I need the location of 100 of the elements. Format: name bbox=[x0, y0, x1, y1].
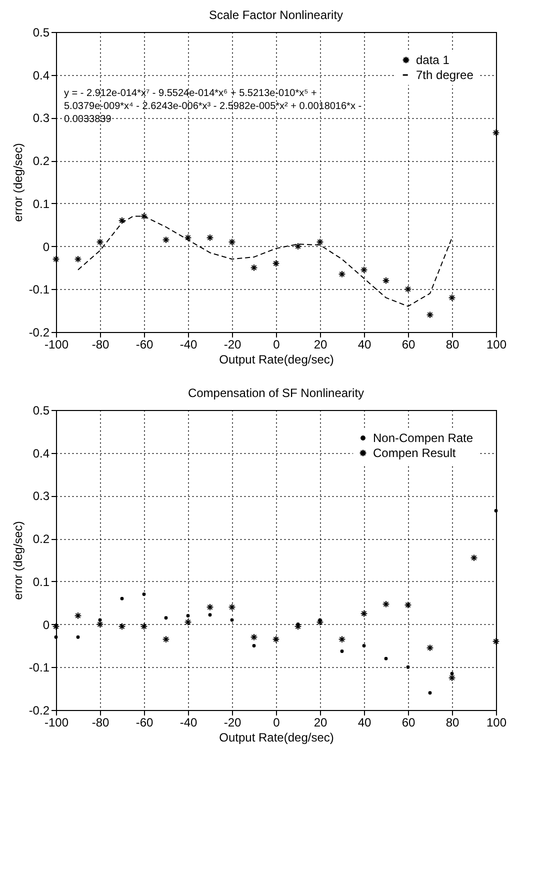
x-tick-label: 100 bbox=[486, 716, 507, 730]
x-tick-label: 0 bbox=[273, 338, 280, 352]
point bbox=[494, 508, 498, 512]
point bbox=[118, 216, 126, 224]
point bbox=[492, 129, 500, 136]
point bbox=[228, 603, 236, 611]
point bbox=[164, 616, 168, 620]
point bbox=[360, 266, 368, 274]
point bbox=[338, 270, 346, 278]
point bbox=[492, 638, 500, 646]
point bbox=[120, 596, 124, 600]
y-tick-label: 0.1 bbox=[32, 574, 50, 589]
point bbox=[294, 242, 302, 250]
x-tick-label: -80 bbox=[92, 338, 110, 352]
point bbox=[470, 554, 478, 562]
point bbox=[52, 255, 60, 263]
x-tick-label: 80 bbox=[446, 338, 460, 352]
x-tick-label: 80 bbox=[446, 716, 460, 730]
point bbox=[140, 622, 148, 630]
point bbox=[206, 603, 214, 611]
point bbox=[360, 610, 368, 618]
point bbox=[428, 691, 432, 695]
point bbox=[362, 644, 366, 648]
point bbox=[448, 294, 456, 302]
y-tick-label: 0.3 bbox=[32, 489, 50, 504]
point bbox=[252, 644, 256, 648]
point bbox=[184, 618, 192, 626]
y-tick-label: 0.2 bbox=[32, 154, 50, 168]
y-tick-label: -0.1 bbox=[28, 660, 50, 675]
point bbox=[228, 238, 236, 246]
point bbox=[140, 212, 148, 220]
point bbox=[426, 644, 434, 652]
y-tick-label: -0.2 bbox=[28, 326, 50, 340]
point bbox=[118, 622, 126, 630]
legend-label: 7th degree bbox=[416, 68, 474, 82]
point bbox=[76, 635, 80, 639]
x-tick-label: 100 bbox=[486, 338, 507, 352]
point bbox=[338, 636, 346, 643]
point bbox=[272, 260, 280, 268]
y-tick-label: 0.4 bbox=[32, 446, 50, 460]
point bbox=[206, 234, 214, 242]
point bbox=[406, 665, 410, 669]
y-tick-label: 0 bbox=[42, 618, 50, 632]
point bbox=[404, 285, 412, 293]
x-tick-label: 60 bbox=[402, 716, 416, 730]
point bbox=[96, 620, 104, 628]
point bbox=[448, 674, 456, 682]
point bbox=[186, 614, 190, 618]
y-tick-label: -0.2 bbox=[28, 704, 50, 718]
point bbox=[142, 592, 146, 596]
x-tick-label: -60 bbox=[136, 338, 154, 352]
x-tick-label: 40 bbox=[358, 716, 372, 730]
y-tick-label: -0.1 bbox=[28, 282, 50, 297]
point bbox=[294, 622, 302, 630]
x-axis-title: Output Rate(deg/sec) bbox=[219, 352, 334, 366]
point bbox=[230, 618, 234, 622]
chart-title: Scale Factor Nonlinearity bbox=[208, 8, 344, 22]
y-tick-label: 0 bbox=[42, 240, 50, 254]
point bbox=[162, 636, 170, 643]
x-tick-label: 40 bbox=[358, 338, 372, 352]
point bbox=[184, 234, 192, 242]
y-tick-label: 0.5 bbox=[32, 404, 50, 418]
point bbox=[316, 238, 324, 246]
x-tick-label: -100 bbox=[44, 716, 69, 730]
point bbox=[382, 276, 390, 284]
point bbox=[74, 255, 82, 263]
legend-label: Compen Result bbox=[373, 446, 456, 460]
point bbox=[250, 264, 258, 272]
x-tick-label: 20 bbox=[314, 716, 328, 730]
point bbox=[162, 236, 170, 244]
x-tick-label: -40 bbox=[180, 716, 198, 730]
point bbox=[54, 635, 58, 639]
chart-title: Compensation of SF Nonlinearity bbox=[188, 386, 364, 400]
y-axis-title: error (deg/sec) bbox=[10, 143, 25, 222]
y-tick-label: 0.4 bbox=[32, 68, 50, 82]
x-tick-label: -80 bbox=[92, 716, 110, 730]
y-tick-label: 0.1 bbox=[32, 196, 50, 211]
point bbox=[426, 311, 434, 319]
point bbox=[384, 656, 388, 660]
point bbox=[52, 622, 60, 630]
x-tick-label: -40 bbox=[180, 338, 198, 352]
legend-label: data 1 bbox=[416, 53, 450, 67]
point bbox=[208, 613, 212, 617]
y-tick-label: 0.5 bbox=[32, 26, 50, 40]
point bbox=[250, 633, 258, 641]
x-tick-label: 20 bbox=[314, 338, 328, 352]
x-tick-label: -20 bbox=[224, 716, 242, 730]
x-tick-label: 60 bbox=[402, 338, 416, 352]
point bbox=[74, 612, 82, 620]
point bbox=[96, 238, 104, 246]
y-axis-title: error (deg/sec) bbox=[10, 521, 25, 600]
x-tick-label: -60 bbox=[136, 716, 154, 730]
y-tick-label: 0.2 bbox=[32, 532, 50, 546]
x-tick-label: -20 bbox=[224, 338, 242, 352]
x-axis-title: Output Rate(deg/sec) bbox=[219, 730, 334, 744]
point bbox=[340, 650, 344, 654]
x-tick-label: 0 bbox=[273, 716, 280, 730]
x-tick-label: -100 bbox=[44, 338, 69, 352]
point bbox=[404, 601, 412, 609]
legend-label: Non-Compen Rate bbox=[373, 431, 474, 445]
